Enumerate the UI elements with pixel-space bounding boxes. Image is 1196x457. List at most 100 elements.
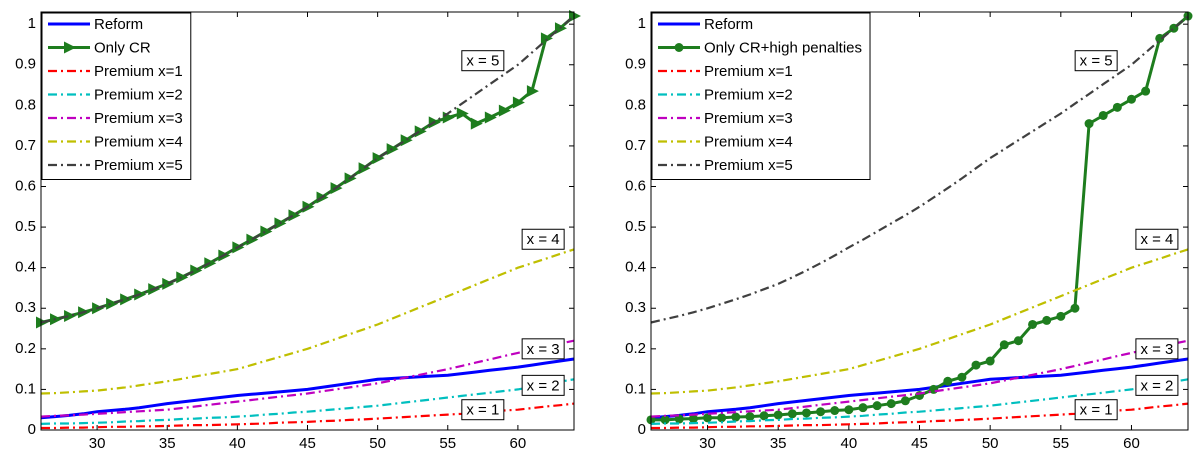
axes-frame <box>40 11 575 431</box>
legend-label: Premium x=4 <box>94 133 183 150</box>
marker <box>872 401 882 411</box>
marker <box>526 85 539 98</box>
x-tick-label: 60 <box>510 435 527 452</box>
annotation-box <box>461 399 505 421</box>
x-tick-label: 55 <box>439 435 456 452</box>
annotation-label: x = 4 <box>1140 231 1173 248</box>
y-tick-label: 0.5 <box>15 218 36 235</box>
marker <box>456 107 469 120</box>
legend-label: Premium x=1 <box>704 63 793 80</box>
y-tick-label: 0.6 <box>625 177 646 194</box>
annotation-label: x = 4 <box>527 231 560 248</box>
legend-label: Premium x=5 <box>704 157 793 174</box>
marker <box>1112 102 1122 112</box>
axes-frame <box>650 11 1189 431</box>
annotation: x = 2 <box>1135 374 1179 396</box>
legend-label: Only CR+high penalties <box>704 39 862 56</box>
marker <box>1098 110 1108 120</box>
series-line <box>40 357 575 420</box>
annotation: x = 3 <box>1135 338 1179 360</box>
y-tick-label: 0.2 <box>625 340 646 357</box>
marker <box>1141 86 1151 96</box>
marker <box>540 32 553 45</box>
series-line <box>40 248 575 395</box>
marker <box>759 411 769 421</box>
annotation-box <box>521 338 565 360</box>
marker <box>64 309 77 322</box>
marker <box>999 340 1009 350</box>
legend-marker <box>674 43 684 52</box>
y-tick-label: 0.6 <box>15 177 36 194</box>
marker <box>703 413 713 423</box>
annotation: x = 1 <box>461 399 505 421</box>
legend-box <box>651 12 871 180</box>
marker <box>773 410 783 420</box>
annotation-box <box>1135 228 1179 250</box>
marker <box>50 313 63 326</box>
y-tick-label: 0.3 <box>15 299 36 316</box>
marker <box>569 10 581 23</box>
y-tick-label: 0.9 <box>625 56 646 73</box>
legend: Reform Only CR+high penalties Premium x=1 P… <box>651 12 871 180</box>
marker <box>985 356 995 366</box>
marker <box>943 376 953 386</box>
marker <box>512 96 525 109</box>
marker <box>660 415 670 425</box>
marker <box>816 407 826 417</box>
annotation-box <box>461 50 505 72</box>
annotation-box <box>1135 374 1179 396</box>
marker <box>1042 315 1052 325</box>
y-tick-label: 0.1 <box>625 380 646 397</box>
series-line <box>40 339 575 418</box>
y-tick-label: 0 <box>28 421 36 438</box>
x-tick-label: 50 <box>369 435 386 452</box>
x-tick-label: 30 <box>699 435 716 452</box>
marker <box>886 399 896 409</box>
y-tick-label: 1 <box>28 15 36 32</box>
legend-box <box>41 12 192 180</box>
annotation-box <box>1135 338 1179 360</box>
y-tick-label: 0 <box>638 421 646 438</box>
x-tick-label: 60 <box>1123 435 1140 452</box>
annotation: x = 5 <box>461 50 505 72</box>
marker <box>674 414 684 424</box>
marker <box>801 408 811 418</box>
marker <box>1013 336 1023 346</box>
annotation: x = 5 <box>1074 50 1118 72</box>
marker <box>1070 303 1080 313</box>
annotation-label: x = 3 <box>1140 341 1173 358</box>
marker <box>858 403 868 413</box>
annotation: x = 3 <box>521 338 565 360</box>
marker <box>120 293 133 306</box>
x-tick-label: 40 <box>229 435 246 452</box>
x-tick-label: 40 <box>840 435 857 452</box>
marker <box>176 271 189 284</box>
marker <box>844 405 854 415</box>
marker <box>787 409 797 419</box>
annotation: x = 2 <box>521 374 565 396</box>
series-line <box>40 378 575 425</box>
marker <box>688 414 698 424</box>
marker <box>717 413 727 423</box>
x-tick-label: 35 <box>159 435 176 452</box>
marker <box>957 372 967 382</box>
annotation-box <box>521 228 565 250</box>
legend-label: Premium x=3 <box>704 110 793 127</box>
marker <box>971 360 981 370</box>
series-line <box>651 402 1189 430</box>
x-tick-label: 50 <box>982 435 999 452</box>
marker <box>400 134 413 147</box>
series-line <box>650 248 1189 395</box>
marker <box>288 209 301 222</box>
legend-label: Reform <box>704 16 753 33</box>
x-tick-label: 30 <box>89 435 106 452</box>
marker <box>900 396 910 406</box>
annotation-label: x = 5 <box>466 53 499 70</box>
y-tick-label: 0.2 <box>15 340 36 357</box>
y-tick-label: 0.8 <box>625 96 646 113</box>
y-tick-label: 1 <box>638 15 646 32</box>
y-tick-label: 0.7 <box>15 137 36 154</box>
annotation: x = 4 <box>1135 228 1179 250</box>
